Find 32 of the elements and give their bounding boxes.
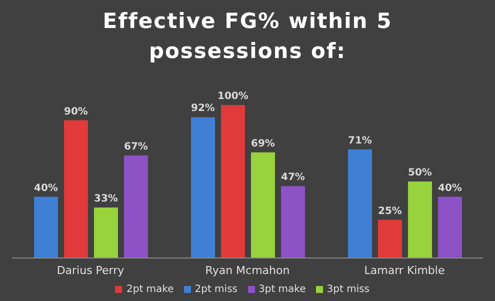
data-label: 25% (378, 206, 402, 217)
legend-label: 2pt make (126, 284, 174, 295)
bar (220, 105, 245, 258)
data-label: 40% (34, 182, 58, 194)
data-label: 47% (281, 172, 305, 184)
data-label: 33% (94, 194, 118, 205)
data-label: 69% (251, 138, 275, 150)
data-label: 40% (438, 182, 462, 194)
x-tick-label: Ryan Mcmahon (205, 264, 290, 277)
data-label: 90% (64, 106, 88, 118)
legend-label: 3pt make (258, 284, 306, 295)
data-label: 92% (191, 103, 215, 114)
bar (94, 208, 118, 258)
bar (348, 149, 372, 258)
bar (124, 155, 148, 258)
bar (280, 186, 305, 258)
legend-label: 3pt miss (326, 284, 370, 295)
x-tick-label: Lamarr Kimble (364, 264, 445, 277)
bar (250, 152, 275, 258)
chart-title: Effective FG% within 5 possessions of: (102, 8, 394, 65)
data-label: 100% (218, 91, 248, 102)
bar (190, 117, 215, 258)
data-label: 50% (408, 168, 432, 178)
data-label: 71% (348, 135, 372, 146)
bar (438, 196, 462, 258)
bar (64, 120, 88, 258)
data-label: 67% (124, 141, 148, 152)
bar (34, 196, 58, 258)
x-tick-label: Darius Perry (56, 264, 125, 277)
bar (378, 220, 402, 258)
bar (408, 182, 432, 258)
legend-label: 2pt miss (194, 284, 238, 295)
